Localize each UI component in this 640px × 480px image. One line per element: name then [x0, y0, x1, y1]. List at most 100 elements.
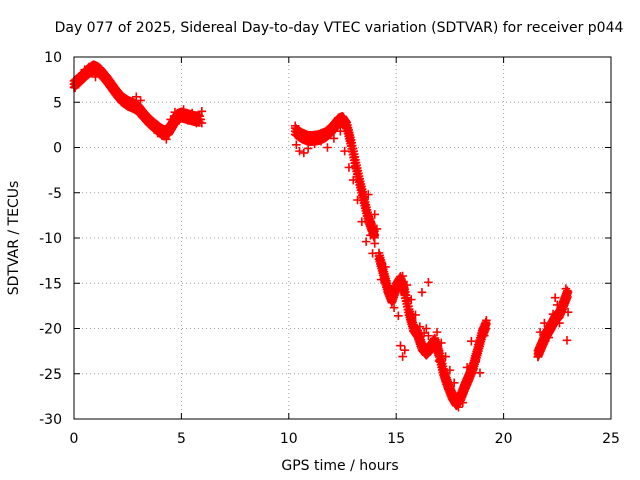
data-point	[108, 80, 117, 90]
data-point	[482, 316, 491, 325]
data-point	[170, 107, 180, 117]
y-tick-label: 0	[53, 141, 62, 157]
data-point	[336, 126, 345, 136]
data-point	[432, 327, 442, 337]
data-point	[157, 131, 167, 141]
data-point	[544, 333, 554, 342]
data-point	[402, 280, 412, 290]
grid-lines	[74, 57, 611, 419]
data-point	[101, 71, 111, 81]
data-point	[535, 327, 545, 337]
y-tick-label: -10	[39, 231, 62, 247]
data-point	[471, 356, 480, 366]
x-tick-labels: 0 5 10 15 20 25	[70, 431, 620, 447]
data-point	[363, 190, 373, 199]
data-point	[114, 90, 124, 100]
data-point	[357, 217, 367, 227]
data-point	[462, 363, 472, 372]
data-point	[292, 140, 301, 150]
data-point	[91, 72, 100, 82]
data-point	[194, 110, 203, 120]
data-point	[411, 310, 420, 320]
x-tick-label: 20	[495, 431, 513, 447]
data-point	[454, 402, 463, 412]
y-tick-label: -15	[39, 276, 62, 292]
data-point	[179, 105, 188, 114]
data-point	[370, 210, 380, 219]
data-point	[437, 338, 446, 348]
x-tick-label: 25	[602, 431, 620, 447]
data-point	[557, 306, 566, 315]
data-point	[561, 284, 571, 293]
x-tick-label: 10	[280, 431, 298, 447]
data-point	[197, 107, 207, 116]
data-point	[121, 96, 130, 105]
data-point	[366, 230, 375, 240]
data-point	[553, 300, 562, 310]
y-tick-label: 5	[53, 95, 62, 111]
data-point	[73, 77, 83, 86]
data-point	[421, 324, 431, 333]
x-tick-label: 5	[177, 431, 186, 447]
y-tick-label: -5	[48, 186, 62, 202]
data-point	[475, 368, 485, 378]
data-point	[441, 352, 450, 361]
data-point	[406, 295, 416, 304]
chart-title: Day 077 of 2025, Sidereal Day-to-day VTE…	[55, 20, 624, 36]
data-point	[562, 335, 572, 345]
data-point	[316, 136, 326, 146]
data-point	[467, 336, 476, 346]
x-axis-label: GPS time / hours	[281, 458, 398, 474]
data-point	[458, 398, 468, 408]
data-point	[415, 322, 425, 331]
data-point	[533, 352, 543, 361]
data-point	[555, 318, 564, 328]
data-point	[183, 116, 193, 125]
data-point	[376, 275, 386, 284]
data-point	[344, 163, 354, 172]
data-point	[323, 143, 332, 152]
data-point	[361, 237, 371, 246]
data-point	[187, 108, 197, 118]
data-point	[398, 271, 407, 281]
data-point	[417, 288, 427, 297]
data-point	[428, 338, 438, 348]
y-tick-label: 10	[44, 50, 62, 66]
data-point	[353, 195, 362, 205]
data-point	[449, 378, 459, 388]
x-tick-label: 15	[387, 431, 405, 447]
data-point	[389, 303, 399, 312]
data-points	[69, 60, 573, 412]
y-axis-label: SDTVAR / TECUs	[6, 181, 22, 296]
data-point	[290, 121, 300, 131]
data-point	[136, 96, 145, 105]
y-tick-labels: 10 5 0 -5 -10 -15 -20 -25 -30	[39, 50, 62, 428]
data-point	[84, 62, 94, 72]
data-point	[196, 115, 206, 124]
data-point	[127, 98, 137, 108]
y-tick-label: -25	[39, 367, 62, 383]
data-point	[140, 111, 150, 121]
data-point	[396, 341, 405, 350]
data-point	[479, 331, 489, 341]
data-point	[174, 116, 184, 125]
data-point	[147, 120, 156, 130]
x-tick-label: 0	[70, 431, 79, 447]
data-point	[340, 146, 349, 156]
data-point	[398, 352, 407, 361]
data-point	[162, 135, 171, 144]
data-point	[381, 262, 390, 272]
data-point	[348, 175, 358, 185]
data-point	[424, 331, 433, 341]
data-point	[197, 118, 207, 128]
axis-ticks	[73, 56, 612, 420]
data-point	[310, 139, 319, 149]
data-point	[70, 83, 80, 93]
data-point	[434, 356, 444, 366]
y-tick-label: -30	[39, 412, 62, 428]
data-point	[548, 309, 558, 319]
data-point	[372, 224, 382, 234]
data-point	[400, 345, 410, 355]
data-point	[550, 293, 560, 303]
